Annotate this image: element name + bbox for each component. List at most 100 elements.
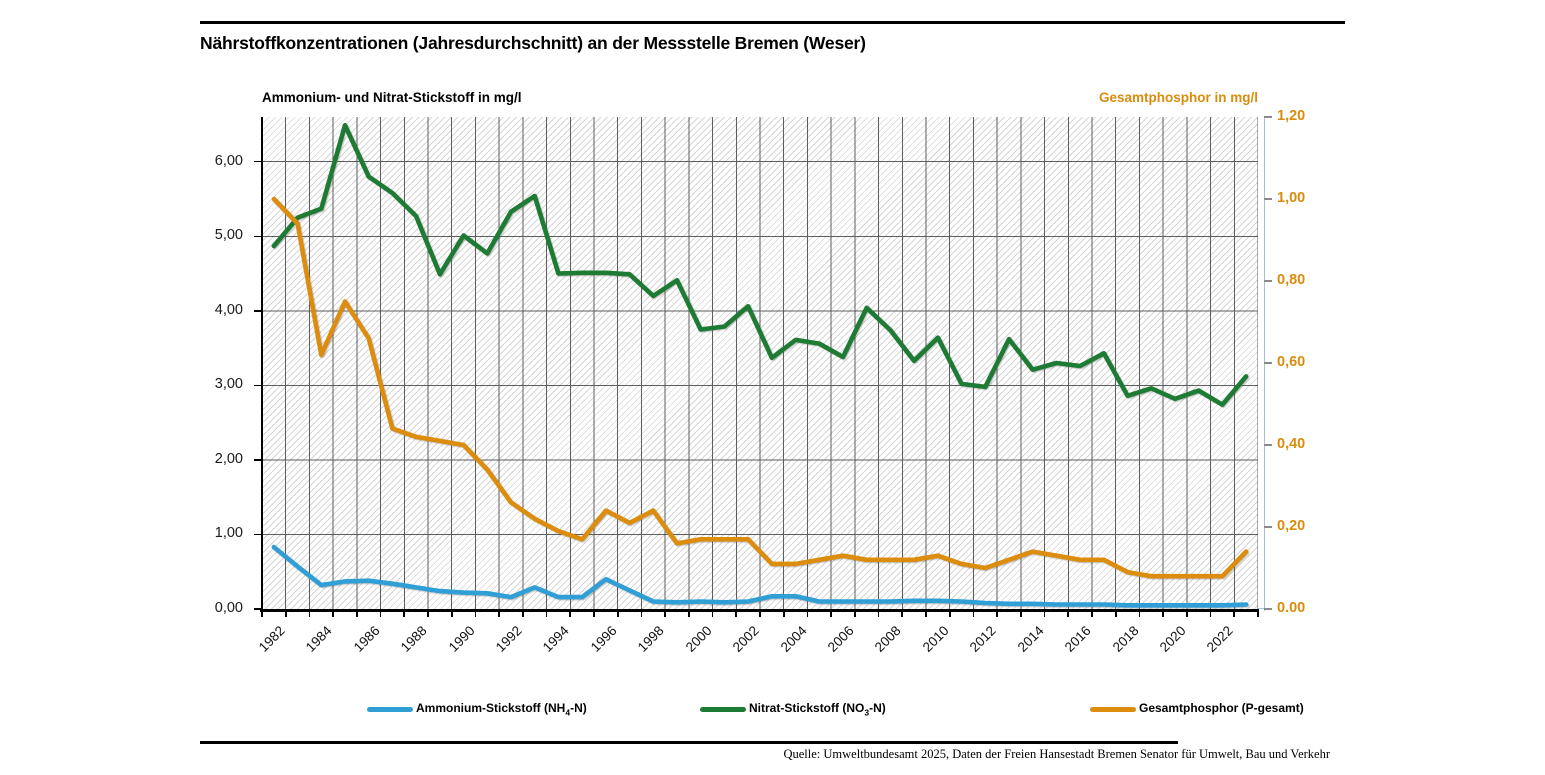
x-tick-label: 2006	[824, 623, 857, 655]
x-axis-tick	[1233, 611, 1236, 617]
legend: Ammonium-Stickstoff (NH4-N) Nitrat-Stick…	[0, 698, 1545, 724]
x-tick-label: 2008	[872, 623, 905, 655]
x-tick-label: 2012	[967, 623, 999, 655]
x-axis-tick	[450, 611, 453, 617]
left-axis-tick	[254, 608, 262, 610]
x-axis-tick	[688, 611, 690, 617]
x-tick-label: 1998	[635, 623, 667, 655]
y-tick-label-left: 5,00	[214, 227, 243, 244]
y-tick-label-right: 0.00	[1277, 600, 1306, 616]
x-axis-tick	[1186, 611, 1188, 617]
left-axis-tick	[254, 384, 262, 387]
x-tick-label: 1982	[255, 623, 288, 655]
x-axis-tick	[782, 611, 785, 617]
x-tick-label: 1996	[587, 623, 620, 655]
legend-label-phosphor: Gesamtphosphor (P-gesamt)	[1139, 700, 1304, 715]
x-axis-tick	[996, 611, 999, 617]
x-axis-tick	[711, 611, 714, 617]
x-axis-tick	[854, 611, 856, 617]
x-axis-line	[260, 609, 1259, 612]
x-axis-tick	[403, 611, 406, 617]
x-axis-tick	[427, 611, 429, 617]
x-axis-tick	[332, 611, 335, 617]
x-axis-tick	[474, 611, 477, 617]
y-tick-label-right: 1,00	[1277, 190, 1306, 206]
data-series	[271, 122, 1249, 608]
ammonium-line-swatch	[367, 706, 413, 712]
x-axis-tick	[640, 611, 643, 617]
right-axis-title: Gesamtphosphor in mg/l	[1098, 90, 1258, 105]
left-axis-line	[261, 117, 263, 611]
x-axis-tick	[972, 611, 975, 617]
x-axis-tick	[1138, 611, 1141, 617]
x-axis-tick	[1209, 611, 1212, 617]
x-tick-label: 2016	[1061, 623, 1094, 655]
y-tick-label-right: 0,60	[1277, 354, 1306, 370]
legend-label-nitrat: Nitrat-Stickstoff (NO3-N)	[749, 700, 886, 718]
x-tick-label: 1992	[492, 623, 525, 655]
x-axis-tick	[569, 611, 572, 617]
chart-svg	[262, 117, 1258, 609]
top-divider-rule	[200, 21, 1345, 24]
x-axis-tick	[593, 611, 595, 617]
x-axis-tick	[616, 611, 619, 617]
x-tick-label: 2004	[777, 623, 810, 655]
right-axis-tick	[1263, 526, 1272, 528]
x-axis-tick	[1020, 611, 1022, 617]
right-axis-tick	[1263, 362, 1272, 364]
right-axis-tick	[1263, 280, 1272, 282]
x-tick-label: 2000	[682, 623, 715, 655]
x-axis-tick	[284, 611, 287, 617]
y-tick-label-right: 0,20	[1277, 518, 1306, 534]
left-axis-tick	[254, 161, 262, 163]
y-tick-label-right: 0,40	[1277, 436, 1306, 452]
series-nitrat	[271, 122, 1249, 408]
right-axis-tick	[1263, 198, 1272, 200]
x-axis-tick	[877, 611, 880, 617]
x-tick-label: 1990	[445, 623, 478, 655]
series-phosphor	[271, 196, 1249, 579]
nitrat-line-swatch	[700, 706, 746, 712]
right-axis-tick	[1263, 608, 1272, 610]
x-axis-tick	[1114, 611, 1117, 617]
x-axis-tick	[545, 611, 548, 617]
x-axis-tick	[1067, 611, 1070, 617]
x-axis-tick	[948, 611, 951, 617]
x-axis-tick	[759, 611, 761, 617]
legend-label-ammonium: Ammonium-Stickstoff (NH4-N)	[416, 700, 587, 718]
x-axis-tick	[522, 611, 524, 617]
x-tick-label: 1986	[350, 623, 383, 655]
x-axis-tick	[901, 611, 904, 617]
x-axis-tick	[1043, 611, 1046, 617]
x-axis-tick	[925, 611, 927, 617]
x-tick-label: 1984	[303, 623, 335, 655]
x-axis-tick	[806, 611, 809, 617]
phosphor-line-swatch	[1090, 706, 1136, 712]
right-axis-baseline-connector	[1258, 607, 1265, 610]
y-tick-label-left: 6,00	[214, 152, 243, 169]
legend-item-phosphor: Gesamtphosphor (P-gesamt)	[1090, 698, 1304, 720]
x-axis-tick	[735, 611, 738, 617]
y-tick-label-left: 0,00	[214, 600, 243, 616]
y-tick-label-left: 3,00	[214, 376, 243, 393]
x-axis-tick	[664, 611, 667, 617]
y-tick-label-left: 2,00	[214, 450, 243, 467]
left-axis-tick	[254, 310, 262, 312]
x-tick-label: 2014	[1014, 623, 1047, 655]
x-tick-label: 2002	[729, 623, 762, 655]
x-axis-tick	[1257, 611, 1259, 617]
x-axis-tick	[379, 611, 382, 617]
y-tick-label-right: 1,20	[1277, 108, 1306, 124]
legend-item-ammonium: Ammonium-Stickstoff (NH4-N)	[367, 698, 587, 720]
x-tick-label: 2022	[1204, 623, 1237, 655]
left-axis-tick	[254, 459, 262, 461]
source-attribution: Quelle: Umweltbundesamt 2025, Daten der …	[783, 747, 1330, 761]
right-axis-tick	[1263, 116, 1272, 118]
x-axis-tick	[830, 611, 833, 617]
x-axis-tick	[356, 611, 358, 617]
left-axis-tick	[254, 235, 262, 237]
x-axis-tick	[1091, 611, 1093, 617]
x-axis-tick	[498, 611, 501, 617]
right-axis-tick	[1263, 444, 1272, 446]
